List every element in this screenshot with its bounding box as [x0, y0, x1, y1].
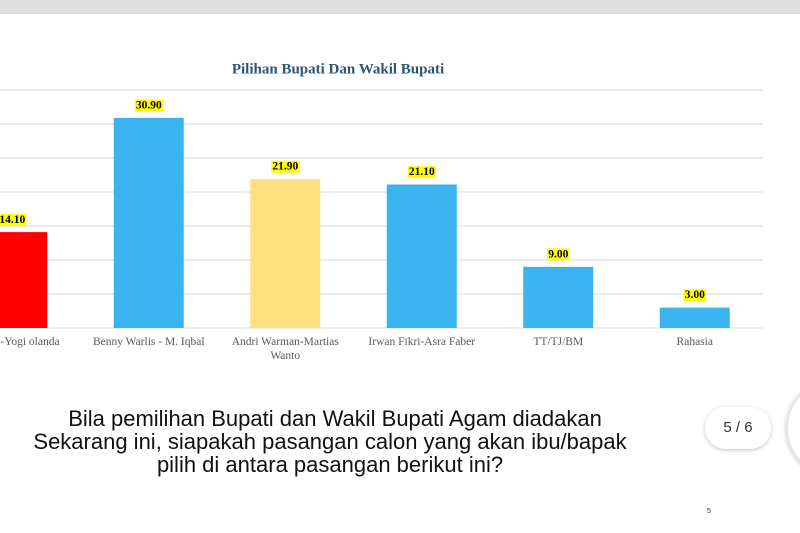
x-tick-label: Andri Warman-Martias Wanto [231, 336, 339, 362]
bar [386, 184, 457, 328]
value-label: 9.00 [548, 248, 568, 260]
value-label: 3.00 [685, 289, 705, 301]
question-line: Sekarang ini, siapakah pasangan calon ya… [33, 429, 627, 454]
side-button[interactable] [786, 380, 800, 476]
bar [659, 307, 730, 328]
value-label-bg [134, 99, 163, 112]
question-line: pilih di antara pasangan berikut ini? [157, 452, 503, 477]
bar [250, 179, 321, 328]
value-label-bg [547, 248, 570, 261]
chart-title: Pilihan Bupati Dan Wakil Bupati [232, 61, 444, 77]
question-line: Bila pemilihan Bupati dan Wakil Bupati A… [68, 406, 602, 431]
value-label-bg [407, 166, 436, 179]
bar [523, 266, 594, 328]
bars: 14.10 30.90 21.90 21.10 9.00 3.00 [0, 99, 730, 328]
value-label: 21.10 [409, 166, 435, 178]
value-label-bg [271, 160, 300, 173]
page-number: 5 [707, 508, 711, 515]
pager-pill[interactable] [705, 407, 771, 449]
x-tick-label: Rahasia [676, 336, 713, 348]
bar [0, 232, 48, 328]
x-tick-label: di Gaus-Yogi olanda [0, 336, 60, 348]
value-label-bg [0, 213, 27, 226]
x-tick-label: TT/TJ/BM [533, 336, 584, 348]
value-label: 30.90 [136, 100, 162, 112]
top-bar [0, 0, 800, 14]
x-tick-label: Irwan Fikri-Asra Faber [368, 336, 476, 348]
x-tick-label: Benny Warlis - M. Iqbal [92, 336, 205, 348]
bar [113, 117, 184, 328]
value-label: 14.10 [0, 214, 25, 226]
value-label-bg [683, 289, 707, 302]
value-label: 21.90 [272, 161, 298, 173]
pager-text: 5 / 6 [723, 419, 752, 436]
